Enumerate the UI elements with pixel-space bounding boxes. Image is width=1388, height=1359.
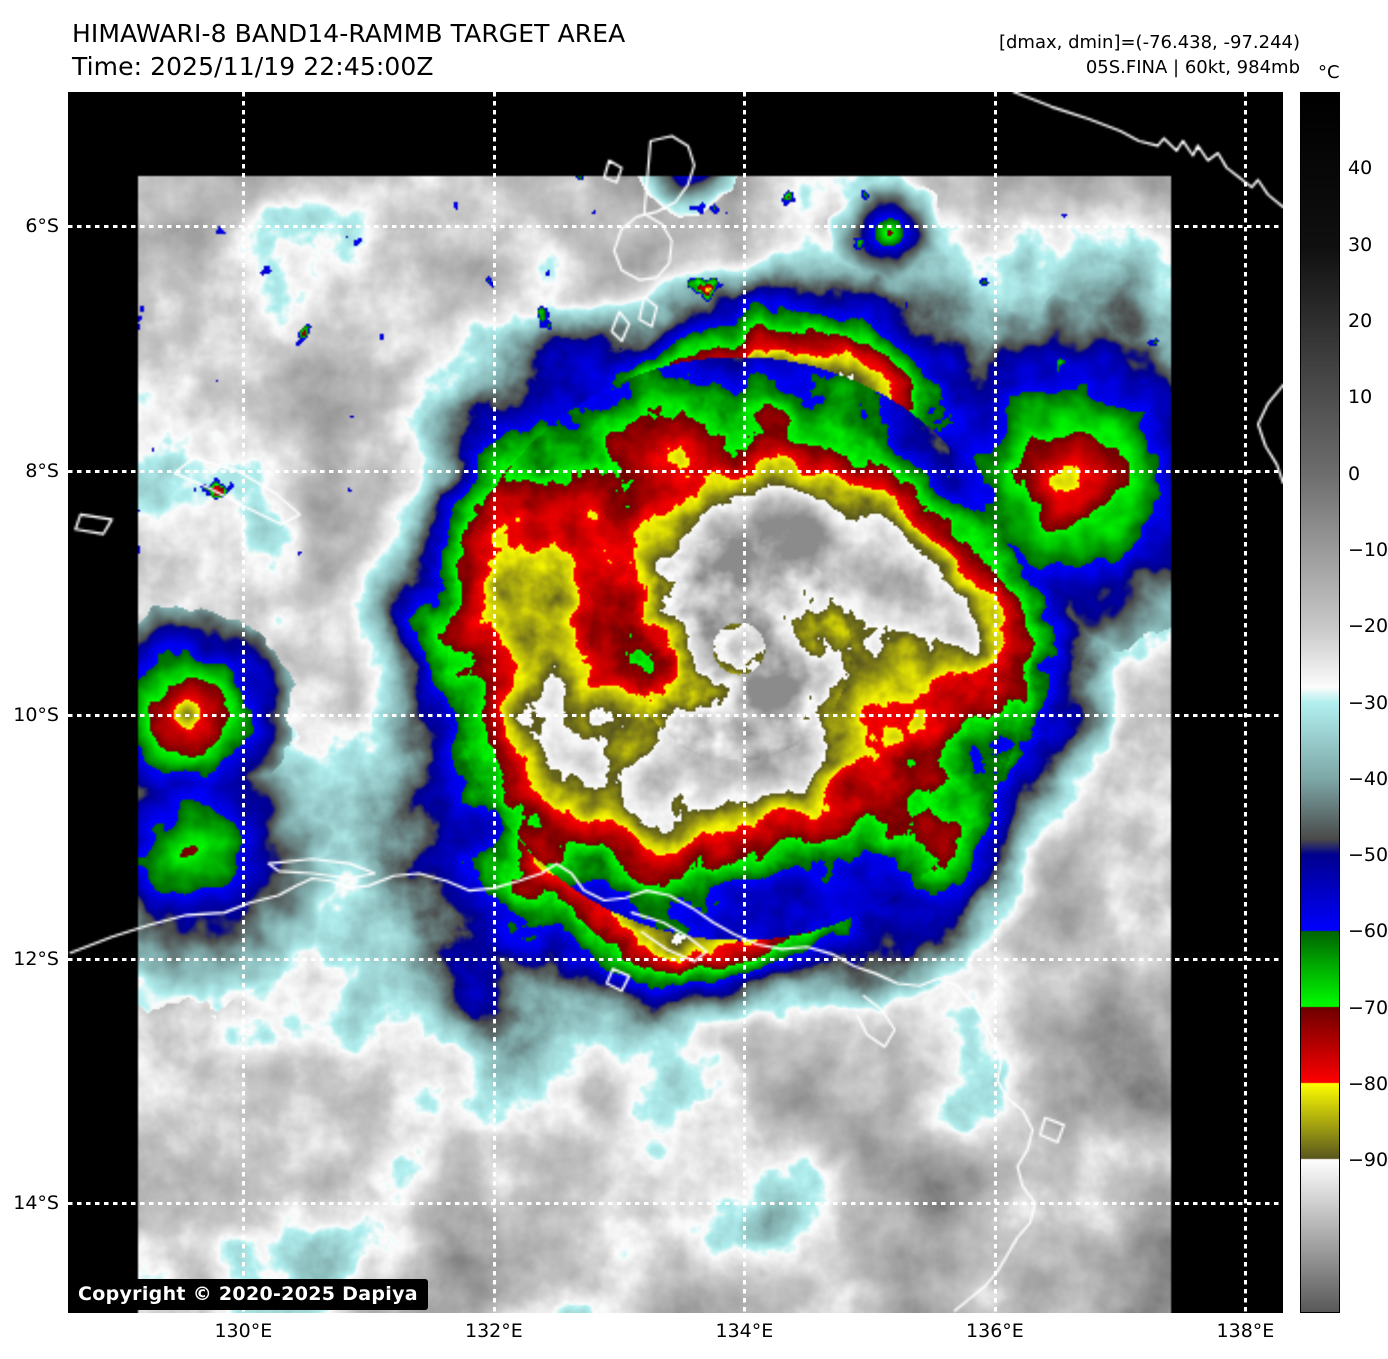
gridline-lat-8 bbox=[68, 469, 1283, 473]
y-axis-tick-14: 14°S bbox=[13, 1192, 59, 1215]
y-axis-tick-8: 8°S bbox=[25, 459, 59, 482]
colorbar-tick-10: 10 bbox=[1348, 386, 1373, 409]
gridline-lat-14 bbox=[68, 1202, 1283, 1206]
gridline-lon-138 bbox=[1244, 92, 1248, 1313]
title-product-line: HIMAWARI-8 BAND14-RAMMB TARGET AREA bbox=[72, 19, 626, 48]
copyright-watermark: Copyright © 2020-2025 Dapiya bbox=[68, 1279, 428, 1310]
gridline-lat-12 bbox=[68, 957, 1283, 961]
gridline-lon-134 bbox=[743, 92, 747, 1313]
colorbar-tick-minus30: −30 bbox=[1348, 691, 1388, 714]
temperature-colorbar bbox=[1300, 92, 1340, 1313]
gridline-lat-6 bbox=[68, 225, 1283, 229]
x-axis-tick-138: 138°E bbox=[1216, 1320, 1275, 1342]
x-axis-tick-136: 136°E bbox=[966, 1320, 1024, 1342]
x-axis-tick-132: 132°E bbox=[464, 1320, 523, 1342]
colorbar-unit-label: °C bbox=[1318, 62, 1340, 83]
colorbar-tick-40: 40 bbox=[1348, 157, 1373, 180]
x-axis-tick-134: 134°E bbox=[715, 1320, 774, 1342]
colorbar-tick-minus90: −90 bbox=[1348, 1149, 1388, 1172]
x-axis-tick-130: 130°E bbox=[214, 1320, 273, 1342]
gridline-lon-132 bbox=[492, 92, 496, 1313]
colorbar-gradient bbox=[1301, 93, 1339, 1312]
colorbar-tick-minus60: −60 bbox=[1348, 920, 1388, 943]
y-axis-tick-6: 6°S bbox=[25, 215, 59, 238]
title-time-line: Time: 2025/11/19 22:45:00Z bbox=[72, 51, 434, 81]
colorbar-tick-minus50: −50 bbox=[1348, 844, 1388, 867]
colorbar-tick-minus10: −10 bbox=[1348, 538, 1388, 561]
metadata-block: [dmax, dmin]=(-76.438, -97.244) 05S.FINA… bbox=[999, 31, 1300, 81]
y-axis-tick-10: 10°S bbox=[13, 703, 59, 726]
colorbar-tick-30: 30 bbox=[1348, 233, 1373, 256]
colorbar-tick-minus40: −40 bbox=[1348, 767, 1388, 790]
gridline-lon-130 bbox=[242, 92, 246, 1313]
satellite-ir-imagery bbox=[68, 92, 1283, 1313]
y-axis-tick-12: 12°S bbox=[13, 947, 59, 970]
colorbar-tick-0: 0 bbox=[1348, 462, 1361, 485]
colorbar-tick-20: 20 bbox=[1348, 309, 1373, 332]
satellite-image-plot bbox=[68, 92, 1283, 1313]
colorbar-tick-minus70: −70 bbox=[1348, 996, 1388, 1019]
gridline-lat-10 bbox=[68, 713, 1283, 717]
dmax-dmin-label: [dmax, dmin]=(-76.438, -97.244) bbox=[998, 32, 1300, 53]
colorbar-tick-minus80: −80 bbox=[1348, 1073, 1388, 1096]
page-title: HIMAWARI-8 BAND14-RAMMB TARGET AREA Time… bbox=[72, 18, 625, 83]
gridline-lon-136 bbox=[993, 92, 997, 1313]
colorbar-tick-minus20: −20 bbox=[1348, 615, 1388, 638]
storm-info-label: 05S.FINA | 60kt, 984mb bbox=[1085, 56, 1300, 78]
